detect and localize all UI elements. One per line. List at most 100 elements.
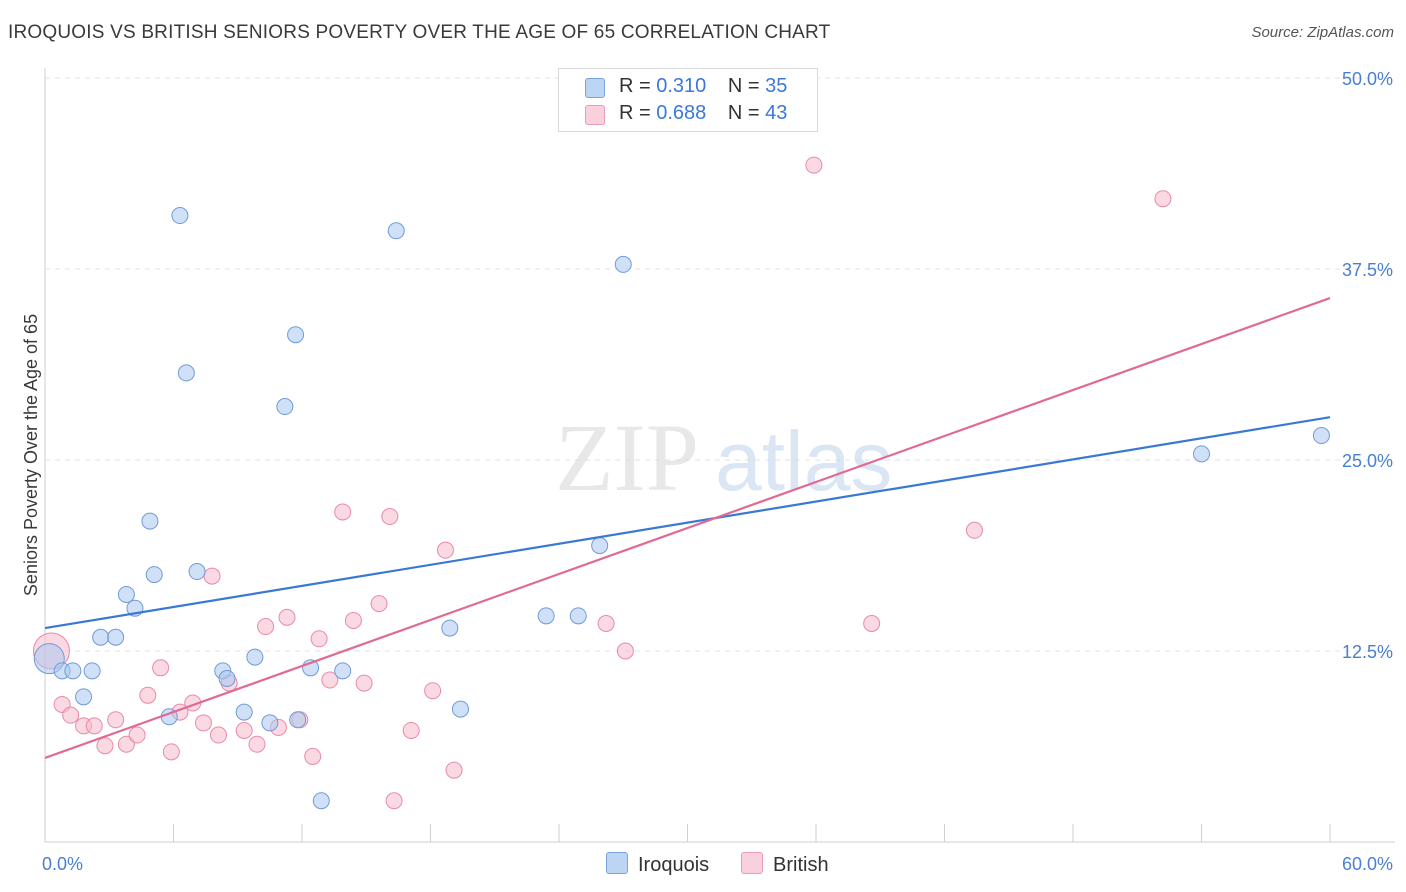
iroquois-point — [287, 326, 305, 344]
british-point — [278, 608, 296, 626]
iroquois-point — [387, 222, 405, 240]
iroquois-legend-label: Iroquois — [638, 854, 710, 876]
iroquois-point — [614, 255, 632, 273]
iroquois-point — [92, 628, 110, 646]
iroquois-point — [107, 628, 125, 646]
british-point — [235, 721, 253, 739]
british-point — [1154, 190, 1172, 208]
british-point — [203, 567, 221, 585]
british-point — [62, 706, 80, 724]
british-point — [248, 735, 266, 753]
british-point — [257, 618, 275, 636]
iroquois-point — [75, 688, 93, 706]
british-point — [152, 659, 170, 677]
bottom-legend-british: British — [741, 852, 829, 877]
british-point — [96, 737, 114, 755]
watermark: ZIP atlas — [555, 404, 892, 511]
iroquois-point — [64, 662, 82, 680]
watermark-zip: ZIP — [555, 404, 699, 511]
legend-r-label: R = — [619, 102, 651, 124]
legend-n-label: N = — [727, 75, 760, 97]
iroquois-point — [177, 364, 195, 382]
british-point — [139, 686, 157, 704]
correlation-legend: R = 0.310 N = 35 R = 0.688 N = 43 — [558, 68, 818, 132]
y-tick-label: 37.5% — [1342, 260, 1393, 280]
british-point — [107, 711, 125, 729]
british-point — [209, 726, 227, 744]
iroquois-trend-line — [44, 416, 1331, 630]
british-point — [597, 614, 615, 632]
british-point — [162, 743, 180, 761]
iroquois-point — [1193, 445, 1210, 463]
british-point — [616, 642, 634, 660]
iroquois-point — [141, 512, 159, 530]
british-point — [304, 747, 322, 765]
x-tick-label: 0.0% — [42, 854, 83, 874]
iroquois-point — [276, 398, 294, 416]
british-point — [805, 156, 823, 174]
chart-title: IROQUOIS VS BRITISH SENIORS POVERTY OVER… — [8, 22, 831, 43]
british-point — [402, 721, 420, 739]
legend-row-iroquois: R = 0.310 N = 35 — [585, 75, 788, 98]
bottom-legend-iroquois: Iroquois — [606, 852, 709, 877]
british-point — [128, 726, 146, 744]
british-point — [355, 674, 373, 692]
watermark-atlas: atlas — [715, 414, 892, 508]
british-point — [381, 508, 399, 526]
iroquois-point — [117, 585, 135, 603]
iroquois-legend-swatch — [606, 852, 628, 874]
legend-n-label: N = — [727, 102, 760, 124]
y-tick-label: 50.0% — [1342, 69, 1393, 89]
iroquois-point — [246, 648, 264, 666]
iroquois-point — [537, 607, 555, 625]
y-tick-label: 12.5% — [1342, 642, 1393, 662]
iroquois-swatch — [585, 78, 605, 98]
british-point — [310, 630, 328, 648]
british-point — [370, 595, 388, 613]
british-point — [436, 541, 454, 559]
british-point — [424, 682, 442, 700]
legend-row-british: R = 0.688 N = 43 — [585, 102, 788, 125]
british-swatch — [585, 105, 605, 125]
british-legend-label: British — [773, 854, 829, 876]
iroquois-point — [441, 619, 459, 637]
iroquois-point — [188, 563, 206, 581]
x-tick-label: 60.0% — [1342, 854, 1393, 874]
iroquois-point — [289, 711, 307, 729]
source-label: Source: ZipAtlas.com — [1251, 24, 1394, 41]
axis-labels: 12.5% 25.0% 37.5% 50.0% 0.0% 60.0% — [42, 69, 1393, 874]
legend-r-value-iroquois: 0.310 — [656, 75, 707, 97]
british-point — [194, 714, 212, 732]
y-axis-label: Seniors Poverty Over the Age of 65 — [21, 314, 41, 596]
british-trend-line — [44, 296, 1331, 759]
british-point — [85, 717, 103, 735]
iroquois-point — [235, 703, 253, 721]
axes — [44, 68, 1395, 843]
iroquois-point — [1312, 427, 1330, 445]
british-legend-swatch — [741, 852, 763, 874]
british-point — [863, 614, 881, 632]
legend-n-value-iroquois: 35 — [765, 75, 788, 97]
iroquois-point — [171, 207, 189, 225]
iroquois-point — [83, 662, 101, 680]
british-point — [334, 503, 352, 521]
iroquois-point — [334, 662, 352, 680]
british-point — [385, 792, 403, 810]
iroquois-point — [591, 537, 609, 555]
iroquois-point — [312, 792, 330, 810]
iroquois-point — [145, 566, 163, 584]
gridlines — [45, 77, 1395, 652]
iroquois-point — [218, 670, 236, 688]
iroquois-points — [33, 207, 1330, 810]
trend-lines — [44, 296, 1331, 759]
british-point — [445, 761, 463, 779]
legend-r-value-british: 0.688 — [656, 102, 707, 124]
iroquois-point — [569, 607, 587, 625]
iroquois-point — [451, 700, 469, 718]
british-point — [344, 611, 362, 629]
iroquois-point — [261, 714, 279, 732]
y-tick-label: 25.0% — [1342, 451, 1393, 471]
legend-n-value-british: 43 — [765, 102, 788, 124]
british-point — [965, 521, 983, 539]
